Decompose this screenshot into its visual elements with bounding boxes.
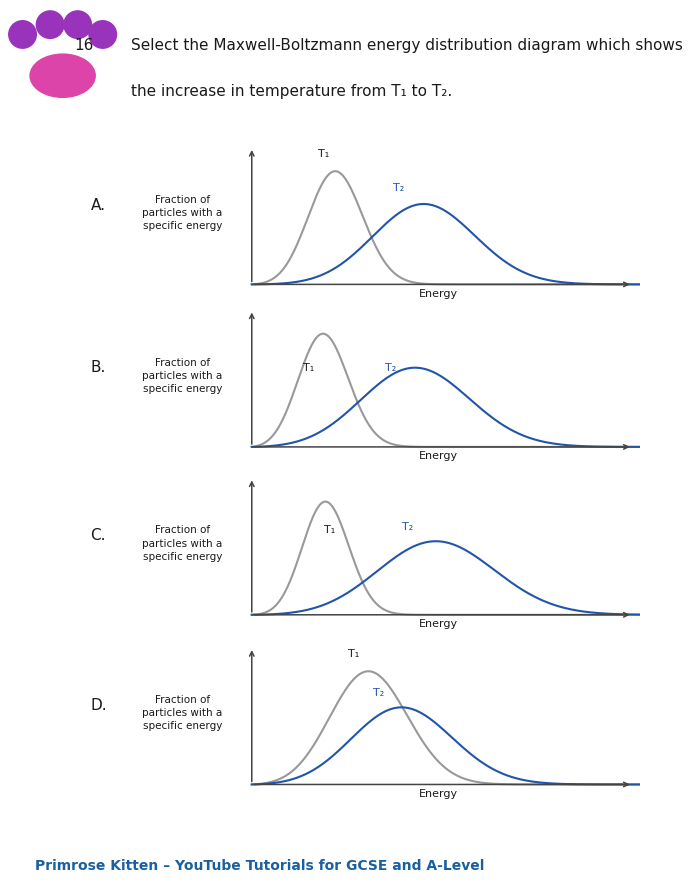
Text: Energy: Energy: [419, 789, 458, 798]
Ellipse shape: [64, 11, 91, 38]
Text: T₂: T₂: [385, 363, 397, 373]
Text: Primrose Kitten – YouTube Tutorials for GCSE and A-Level: Primrose Kitten – YouTube Tutorials for …: [35, 859, 484, 873]
Text: B.: B.: [90, 361, 106, 375]
Text: Select the Maxwell-Boltzmann energy distribution diagram which shows: Select the Maxwell-Boltzmann energy dist…: [131, 38, 683, 53]
Text: A.: A.: [90, 198, 106, 213]
Text: 16: 16: [74, 38, 93, 53]
Text: Fraction of
particles with a
specific energy: Fraction of particles with a specific en…: [143, 525, 223, 562]
Text: T₁: T₁: [349, 649, 360, 659]
Text: Fraction of
particles with a
specific energy: Fraction of particles with a specific en…: [143, 695, 223, 731]
Ellipse shape: [9, 21, 36, 48]
Text: T₂: T₂: [393, 183, 404, 193]
Ellipse shape: [89, 21, 116, 48]
Text: T₁: T₁: [303, 363, 315, 373]
Text: D.: D.: [90, 698, 107, 713]
Text: the increase in temperature from T₁ to T₂.: the increase in temperature from T₁ to T…: [131, 84, 452, 99]
Text: Energy: Energy: [419, 619, 458, 629]
Text: T₁: T₁: [324, 525, 335, 535]
Ellipse shape: [30, 54, 95, 97]
Text: C.: C.: [90, 529, 106, 543]
Text: T₁: T₁: [318, 149, 329, 159]
Text: T₂: T₂: [373, 689, 384, 698]
Text: T₂: T₂: [402, 522, 413, 532]
Text: Fraction of
particles with a
specific energy: Fraction of particles with a specific en…: [143, 357, 223, 394]
Text: Energy: Energy: [419, 451, 458, 461]
Text: Fraction of
particles with a
specific energy: Fraction of particles with a specific en…: [143, 195, 223, 231]
Ellipse shape: [36, 11, 64, 38]
Text: Energy: Energy: [419, 288, 458, 298]
